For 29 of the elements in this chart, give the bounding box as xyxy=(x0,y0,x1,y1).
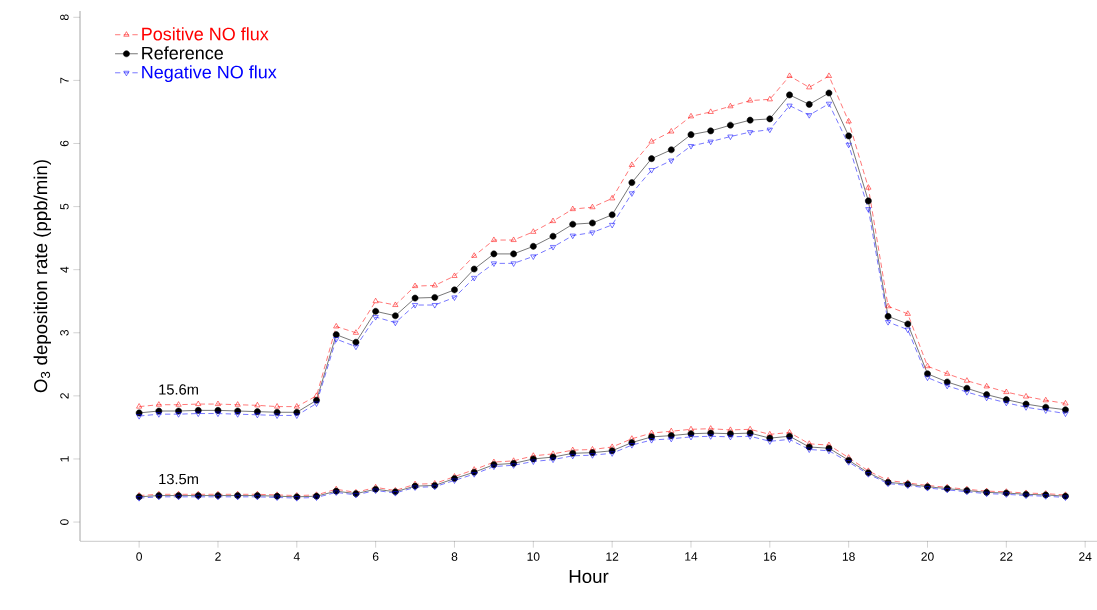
x-tick-label: 16 xyxy=(764,552,776,561)
x-tick-label: 10 xyxy=(527,552,540,561)
x-tick-label: 24 xyxy=(1079,552,1092,561)
legend-label: Negative NO flux xyxy=(142,65,277,83)
legend-label: Positive NO flux xyxy=(142,27,269,41)
y-axis-title: O$_{3}$ deposition rate (ppb/min) xyxy=(33,160,51,393)
y-tick-label: 1 xyxy=(60,456,69,462)
x-axis-title: Hour xyxy=(569,570,609,584)
y-tick-label: 4 xyxy=(60,266,69,273)
x-tick-label: 18 xyxy=(842,552,855,561)
y-tick-label: 2 xyxy=(60,393,69,399)
annotation: 15.6m xyxy=(159,384,198,395)
x-tick-label: 2 xyxy=(215,552,221,561)
y-tick-label: 3 xyxy=(60,329,69,336)
x-tick-label: 20 xyxy=(921,552,934,561)
x-tick-label: 12 xyxy=(606,552,619,561)
y-tick-label: 7 xyxy=(60,77,69,84)
x-tick-label: 6 xyxy=(372,552,379,561)
y-tick-label: 6 xyxy=(60,140,69,147)
legend-label: Reference xyxy=(142,46,223,60)
x-tick-label: 4 xyxy=(293,552,300,561)
annotation: 13.5m xyxy=(159,473,198,485)
x-tick-label: 0 xyxy=(136,552,143,561)
x-tick-label: 8 xyxy=(451,552,458,561)
y-tick-label: 8 xyxy=(60,14,69,21)
y-tick-label: 5 xyxy=(60,203,69,210)
y-tick-label: 0 xyxy=(60,519,69,525)
x-tick-label: 22 xyxy=(1000,552,1013,561)
x-tick-label: 14 xyxy=(685,552,698,561)
